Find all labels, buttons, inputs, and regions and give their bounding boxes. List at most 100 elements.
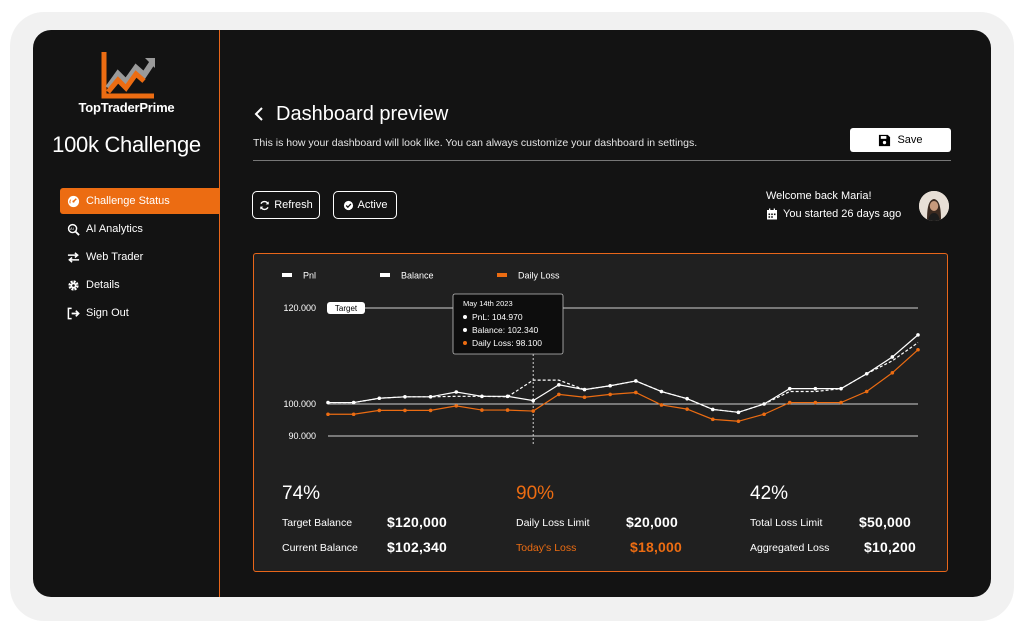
swap-arrows-icon [66,250,80,264]
tooltip-date: May 14th 2023 [463,299,513,308]
sidebar-item-label: Details [86,279,120,291]
back-chevron-icon[interactable] [253,106,265,122]
stat-value: $20,000 [626,514,679,530]
data-point [428,408,433,413]
sidebar-item-web-trader[interactable]: Web Trader [60,244,220,270]
stat-label: Total Loss Limit [750,517,823,529]
stat-label: Aggregated Loss [750,542,830,554]
svg-text:AI: AI [70,227,74,231]
data-point [351,412,356,417]
y-tick-label: 90.000 [288,431,316,441]
sidebar-nav: Challenge Status AI AI Analytics Web Tra… [60,188,220,328]
data-point [531,398,536,403]
data-point [377,396,382,401]
stat-value: $18,000 [630,539,683,555]
sidebar-item-label: Web Trader [86,251,144,263]
data-point [454,404,459,408]
data-point [454,390,459,394]
stat-daily-loss-block: 90% [516,483,554,505]
series-line-daily-loss [328,349,919,422]
data-point [736,419,741,424]
legend-swatch [497,273,507,277]
data-point [608,392,612,397]
data-point [864,371,869,376]
stat-value: $10,200 [864,539,917,555]
data-point [916,347,920,352]
refresh-button[interactable]: Refresh [252,191,320,219]
logo-chart-icon [101,52,155,99]
data-point [736,410,741,415]
data-point [505,394,510,399]
stat-label: Target Balance [282,517,353,529]
legend-label: Daily Loss [518,271,560,281]
brand-name: TopTraderPrime [78,100,175,115]
stat-label: Daily Loss Limit [516,517,590,529]
sidebar-item-label: Sign Out [86,307,129,319]
sidebar-item-ai-analytics[interactable]: AI AI Analytics [60,216,220,242]
ai-search-icon: AI [66,222,80,236]
data-point [813,386,818,391]
started-info: You started 26 days ago [766,208,901,220]
sign-out-icon [66,306,80,320]
welcome-text: Welcome back Maria! [766,190,872,202]
y-tick-label: 100.000 [283,399,316,409]
active-button[interactable]: Active [333,191,397,219]
gear-icon [66,278,80,292]
data-point [685,396,689,401]
legend-label: Pnl [303,271,316,281]
data-point [480,408,484,412]
data-point [505,408,510,412]
sidebar-item-label: AI Analytics [86,223,143,235]
user-avatar-icon [919,191,949,221]
tooltip-dot [463,315,467,319]
data-point [634,390,638,395]
data-point [762,412,766,417]
page-title: Dashboard preview [276,103,449,125]
data-point [531,409,536,413]
data-point [787,400,792,405]
main-content: Dashboard preview This is how your dashb… [221,30,991,597]
sidebar-item-label: Challenge Status [86,195,170,207]
data-point [557,392,561,397]
data-point [582,395,587,400]
data-point [710,407,715,412]
sidebar-item-challenge-status[interactable]: Challenge Status [60,188,220,214]
sidebar-item-sign-out[interactable]: Sign Out [60,300,220,326]
stat-label: Today's Loss [516,542,577,554]
tooltip-value: PnL: 104.970 [472,312,523,322]
data-point [659,403,664,407]
data-point [787,386,792,391]
page-subtitle: This is how your dashboard will look lik… [253,137,698,149]
data-point [864,389,869,394]
data-point [608,383,612,388]
data-point [428,395,433,399]
save-button[interactable]: Save [850,128,951,152]
data-point [890,355,895,359]
stat-target-block: 74% [282,483,320,505]
tooltip-value: Balance: 102.340 [472,325,538,335]
avatar[interactable] [919,191,949,221]
stat-percentage: 74% [282,483,321,504]
series-line-pnl [328,334,919,413]
stat-percentage: 42% [750,483,789,504]
data-point [839,386,843,391]
stat-label: Current Balance [282,542,358,554]
data-point [403,408,407,413]
data-point [326,400,330,405]
check-circle-icon [343,200,353,210]
refresh-label: Refresh [274,199,313,211]
stat-total-loss-block: 42% [750,483,788,505]
stat-value: $50,000 [859,514,912,530]
tooltip-value: Daily Loss: 98.100 [472,338,542,348]
data-point [710,417,715,422]
gauge-icon [66,194,80,208]
challenge-title: 100k Challenge [52,132,201,157]
stat-value: $120,000 [387,514,447,530]
data-point [659,389,664,394]
app-window: TopTraderPrime 100k Challenge Challenge … [33,30,991,597]
data-point [890,371,895,375]
data-point [351,400,356,405]
sidebar-item-details[interactable]: Details [60,272,220,298]
legend-swatch [380,273,390,277]
data-point [813,400,818,405]
